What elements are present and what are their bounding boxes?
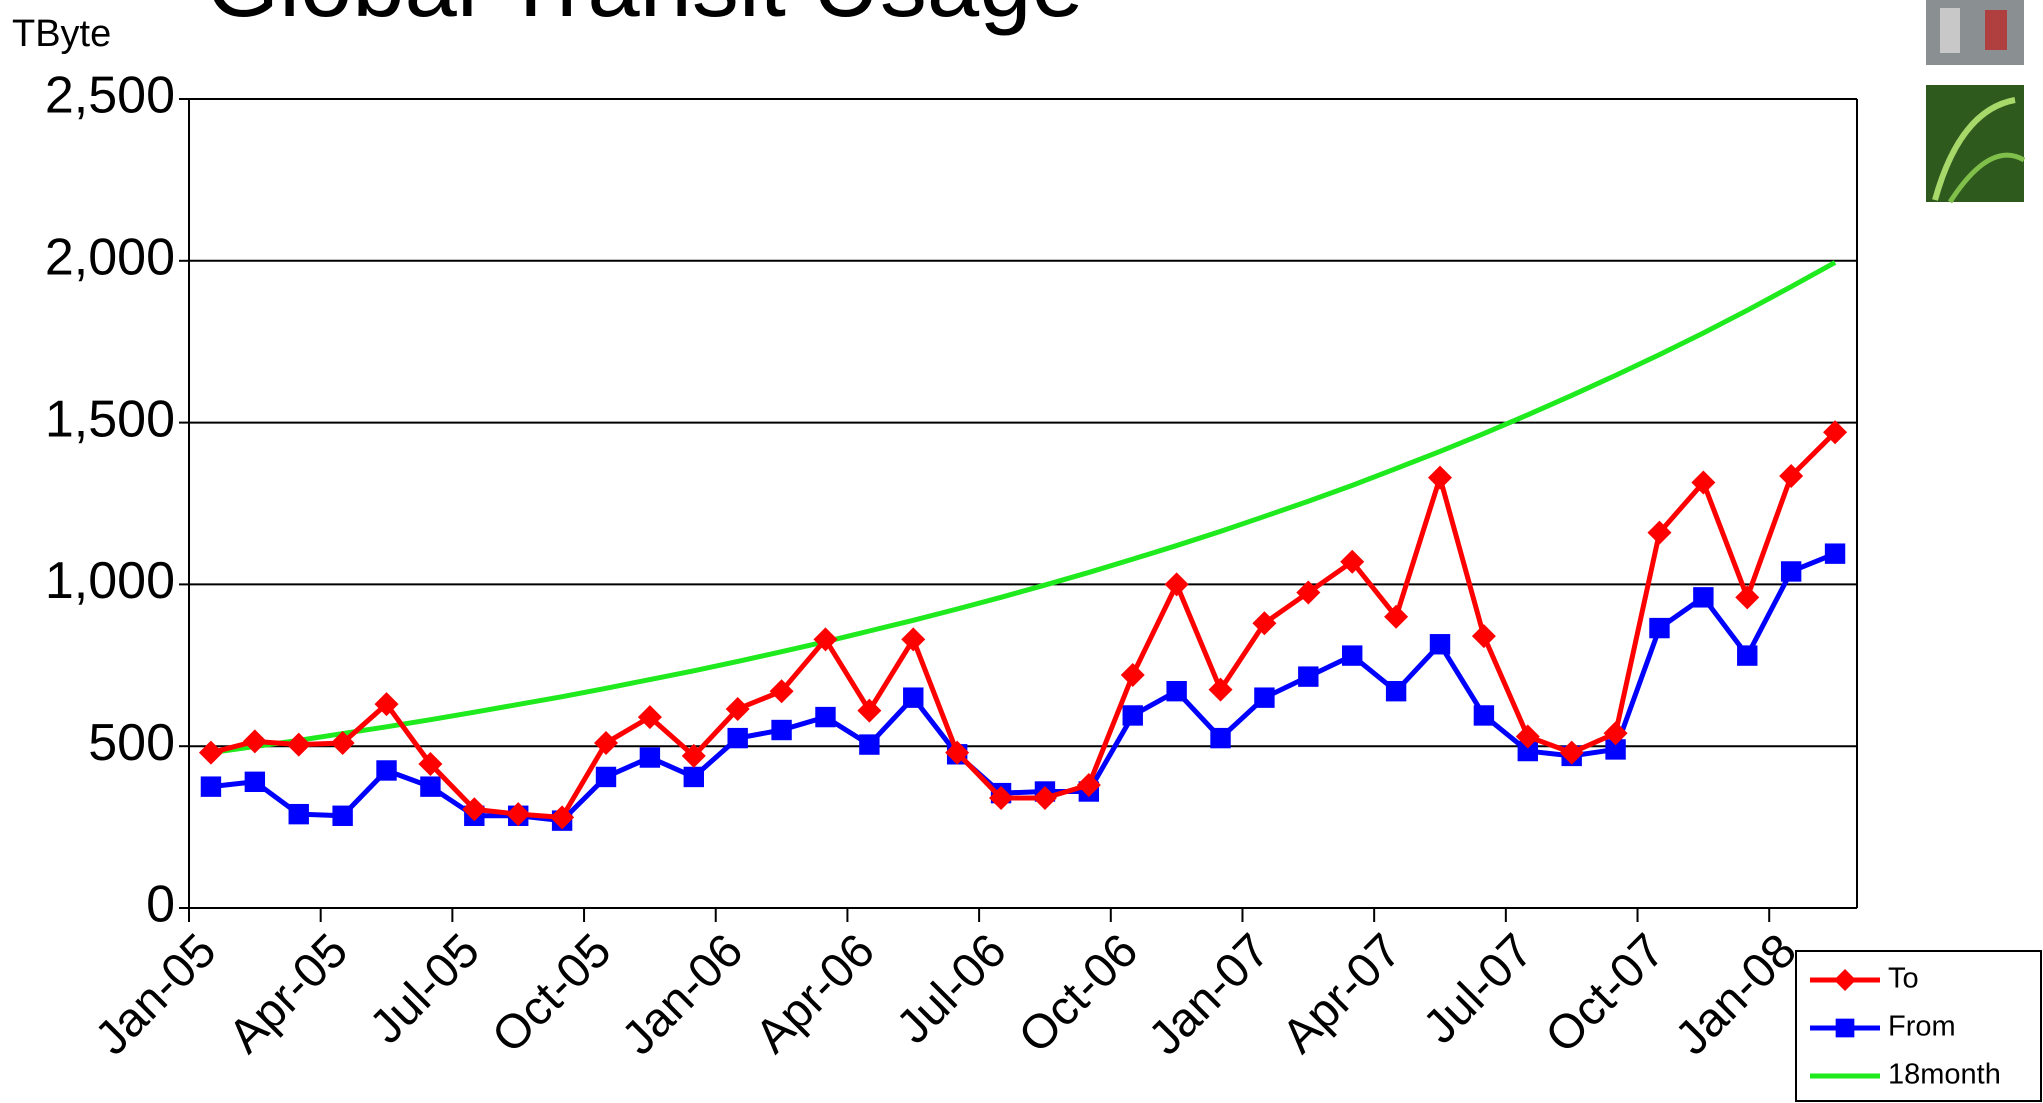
legend-label: From xyxy=(1888,1011,1956,1043)
y-tick-label: 2,500 xyxy=(45,67,175,125)
data-point xyxy=(1428,466,1452,490)
data-point xyxy=(857,699,881,723)
chart: Global Transit Usage TByte 0 500 1,000 1,50… xyxy=(0,0,2043,1103)
data-point xyxy=(201,776,221,796)
x-tick-label: Oct-07 xyxy=(1536,924,1675,1063)
data-point xyxy=(1210,728,1230,748)
y-tick-label: 1,000 xyxy=(45,552,175,610)
legend-label: To xyxy=(1888,963,1919,995)
data-point xyxy=(1735,585,1759,609)
x-tick-label: Apr-07 xyxy=(1272,924,1411,1063)
data-point xyxy=(1386,681,1406,701)
data-point xyxy=(771,720,791,740)
data-point xyxy=(1693,587,1713,607)
x-tick-label: Oct-06 xyxy=(1009,924,1148,1063)
data-point xyxy=(1121,663,1145,687)
photo-detail xyxy=(1940,8,1960,53)
data-point xyxy=(289,804,309,824)
x-tick-label: Apr-06 xyxy=(746,924,885,1063)
y-tick-label: 0 xyxy=(146,876,175,934)
data-point xyxy=(1165,572,1189,596)
legend-label: 18month xyxy=(1888,1059,2001,1091)
x-tick-label: Jan-08 xyxy=(1665,924,1806,1065)
data-point xyxy=(420,776,440,796)
data-point xyxy=(596,767,616,787)
x-tick-label: Jul-05 xyxy=(360,924,490,1054)
x-tick-label: Jan-06 xyxy=(612,924,753,1065)
photo-detail xyxy=(1985,10,2007,50)
data-point xyxy=(1123,705,1143,725)
data-point xyxy=(1298,666,1318,686)
chart-title: Global Transit Usage xyxy=(206,0,1084,36)
data-point xyxy=(684,767,704,787)
data-point xyxy=(815,707,835,727)
data-point xyxy=(640,747,660,767)
data-point xyxy=(287,733,311,757)
data-point xyxy=(376,760,396,780)
y-tick-label: 1,500 xyxy=(45,390,175,448)
x-tick-label: Apr-05 xyxy=(219,924,358,1063)
x-tick-label: Jan-05 xyxy=(85,924,226,1065)
data-point xyxy=(332,806,352,826)
data-point xyxy=(1472,624,1496,648)
y-axis-label: TByte xyxy=(12,13,111,55)
data-point xyxy=(859,734,879,754)
legend-marker xyxy=(1836,1019,1855,1038)
data-point xyxy=(1781,561,1801,581)
x-tick-label: Jul-06 xyxy=(887,924,1017,1054)
y-tick-label: 500 xyxy=(88,714,175,772)
data-point xyxy=(901,627,925,651)
series-line xyxy=(211,262,1835,752)
data-point xyxy=(245,772,265,792)
x-tick-label: Oct-05 xyxy=(482,924,621,1063)
data-point xyxy=(594,731,618,755)
data-point xyxy=(1825,543,1845,563)
data-point xyxy=(199,741,223,765)
series-line xyxy=(211,432,1835,817)
y-tick-label: 2,000 xyxy=(45,229,175,287)
data-point xyxy=(1166,681,1186,701)
data-point xyxy=(1342,645,1362,665)
data-point xyxy=(1254,687,1274,707)
data-point xyxy=(1649,618,1669,638)
x-tick-label: Jan-07 xyxy=(1139,924,1280,1065)
data-point xyxy=(1737,645,1757,665)
x-tick-label: Jul-07 xyxy=(1413,924,1543,1054)
page: {"chart_data": {"type": "line", "title":… xyxy=(0,0,2043,1103)
data-point xyxy=(1474,705,1494,725)
data-point xyxy=(903,687,923,707)
data-point xyxy=(1430,634,1450,654)
data-point xyxy=(727,728,747,748)
